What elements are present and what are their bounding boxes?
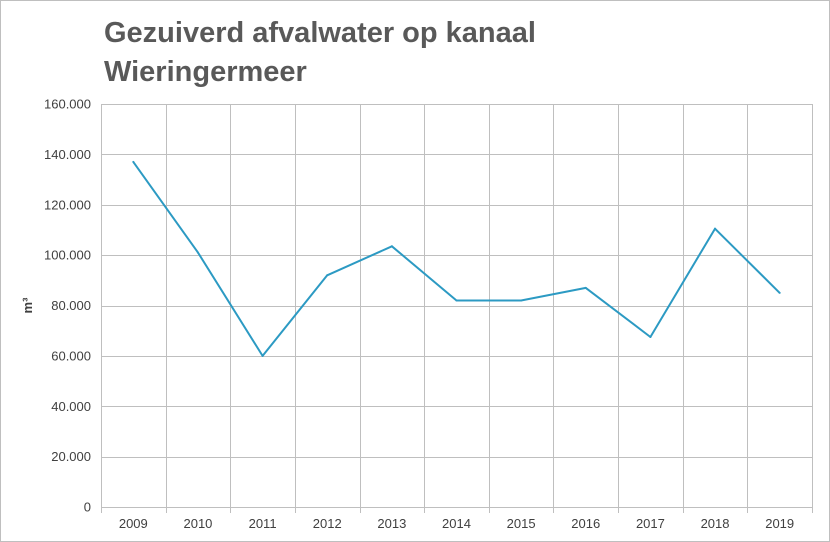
x-tick-label: 2015 [507,516,536,531]
x-tick-label: 2013 [377,516,406,531]
data-point [390,245,393,248]
data-point [649,335,652,338]
y-tick-label: 160.000 [44,97,91,112]
y-tick-label: 0 [84,500,91,515]
data-point [455,299,458,302]
x-tick-label: 2010 [183,516,212,531]
x-tick-label: 2019 [765,516,794,531]
data-point [520,299,523,302]
data-point [778,291,781,294]
x-tick-label: 2012 [313,516,342,531]
y-axis-label: m³ [20,297,35,314]
x-tick-label: 2016 [571,516,600,531]
y-tick-label: 140.000 [44,147,91,162]
data-point [714,227,717,230]
y-tick-label: 80.000 [51,298,91,313]
y-tick-label: 20.000 [51,449,91,464]
x-tick-label: 2009 [119,516,148,531]
chart-title: Gezuiverd afvalwater op kanaal Wieringer… [104,17,536,88]
y-tick-label: 60.000 [51,348,91,363]
data-point [584,286,587,289]
data-point [261,354,264,357]
x-tick-label: 2014 [442,516,471,531]
y-tick-label: 120.000 [44,197,91,212]
y-tick-label: 100.000 [44,248,91,263]
x-tick-label: 2018 [701,516,730,531]
x-tick-label: 2011 [249,516,277,531]
x-tick-label: 2017 [636,516,665,531]
y-tick-label: 40.000 [51,399,91,414]
data-point [326,274,329,277]
data-point [132,160,135,163]
data-point [196,251,199,254]
